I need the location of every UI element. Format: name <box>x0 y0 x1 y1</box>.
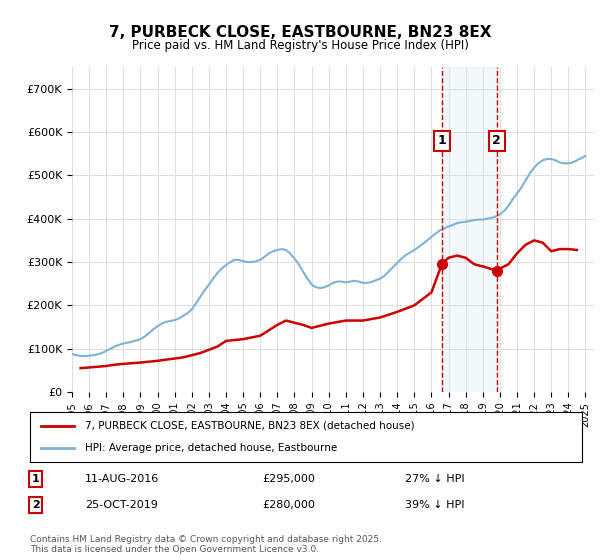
Text: 11-AUG-2016: 11-AUG-2016 <box>85 474 160 484</box>
Text: 27% ↓ HPI: 27% ↓ HPI <box>406 474 465 484</box>
Bar <box>442 67 497 392</box>
Text: 2: 2 <box>493 134 501 147</box>
Text: Price paid vs. HM Land Registry's House Price Index (HPI): Price paid vs. HM Land Registry's House … <box>131 39 469 52</box>
Text: 39% ↓ HPI: 39% ↓ HPI <box>406 500 465 510</box>
Text: HPI: Average price, detached house, Eastbourne: HPI: Average price, detached house, East… <box>85 443 337 453</box>
Text: 1: 1 <box>32 474 40 484</box>
Text: 1: 1 <box>437 134 446 147</box>
Text: £280,000: £280,000 <box>262 500 315 510</box>
Text: 2: 2 <box>32 500 40 510</box>
Text: 7, PURBECK CLOSE, EASTBOURNE, BN23 8EX (detached house): 7, PURBECK CLOSE, EASTBOURNE, BN23 8EX (… <box>85 421 415 431</box>
Text: £295,000: £295,000 <box>262 474 315 484</box>
Text: Contains HM Land Registry data © Crown copyright and database right 2025.
This d: Contains HM Land Registry data © Crown c… <box>30 535 382 554</box>
Text: 7, PURBECK CLOSE, EASTBOURNE, BN23 8EX: 7, PURBECK CLOSE, EASTBOURNE, BN23 8EX <box>109 25 491 40</box>
Text: 25-OCT-2019: 25-OCT-2019 <box>85 500 158 510</box>
